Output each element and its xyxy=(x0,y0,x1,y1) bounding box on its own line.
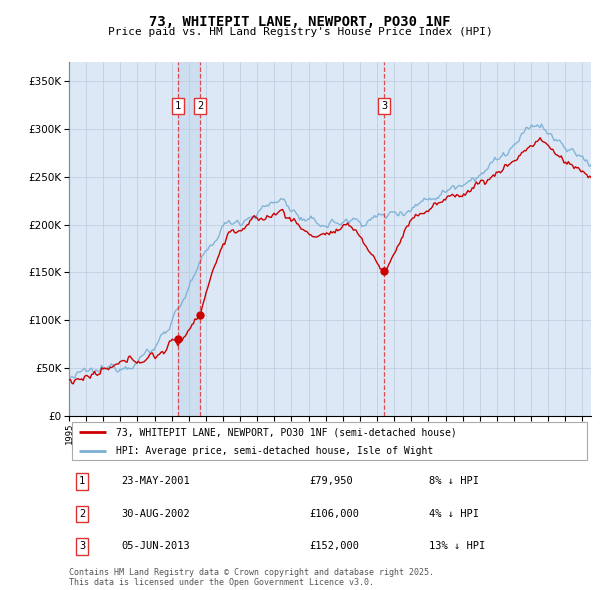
Text: 8% ↓ HPI: 8% ↓ HPI xyxy=(429,476,479,486)
Text: 30-AUG-2002: 30-AUG-2002 xyxy=(121,509,190,519)
Text: £106,000: £106,000 xyxy=(309,509,359,519)
Text: £152,000: £152,000 xyxy=(309,542,359,552)
Text: 05-JUN-2013: 05-JUN-2013 xyxy=(121,542,190,552)
Text: 73, WHITEPIT LANE, NEWPORT, PO30 1NF (semi-detached house): 73, WHITEPIT LANE, NEWPORT, PO30 1NF (se… xyxy=(116,427,457,437)
Text: 23-MAY-2001: 23-MAY-2001 xyxy=(121,476,190,486)
Text: 1: 1 xyxy=(79,476,85,486)
Text: 73, WHITEPIT LANE, NEWPORT, PO30 1NF: 73, WHITEPIT LANE, NEWPORT, PO30 1NF xyxy=(149,15,451,29)
Text: 2: 2 xyxy=(79,509,85,519)
Text: Price paid vs. HM Land Registry's House Price Index (HPI): Price paid vs. HM Land Registry's House … xyxy=(107,27,493,37)
Bar xyxy=(178,62,200,416)
Text: 2: 2 xyxy=(197,101,203,111)
Text: 3: 3 xyxy=(381,101,388,111)
Text: 1: 1 xyxy=(175,101,181,111)
FancyBboxPatch shape xyxy=(71,422,587,460)
Text: 13% ↓ HPI: 13% ↓ HPI xyxy=(429,542,485,552)
Text: Contains HM Land Registry data © Crown copyright and database right 2025.
This d: Contains HM Land Registry data © Crown c… xyxy=(69,568,434,587)
Text: 3: 3 xyxy=(79,542,85,552)
Text: HPI: Average price, semi-detached house, Isle of Wight: HPI: Average price, semi-detached house,… xyxy=(116,447,433,456)
Text: 4% ↓ HPI: 4% ↓ HPI xyxy=(429,509,479,519)
Text: £79,950: £79,950 xyxy=(309,476,353,486)
